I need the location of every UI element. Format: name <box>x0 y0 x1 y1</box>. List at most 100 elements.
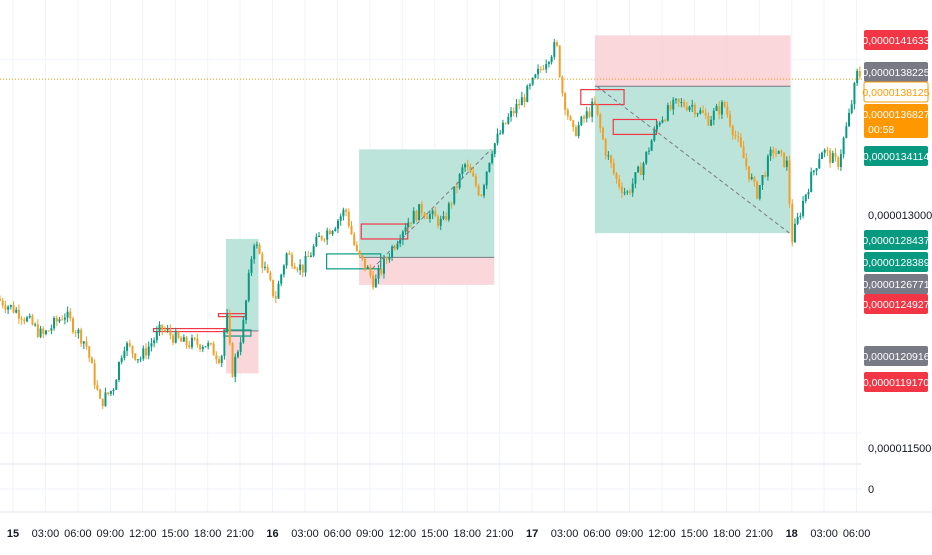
candle-body <box>334 228 337 231</box>
trend-lines[interactable] <box>371 85 790 270</box>
candle-body <box>93 363 96 386</box>
order-box[interactable] <box>326 253 382 270</box>
order-box[interactable] <box>360 223 409 240</box>
candle-body <box>201 346 204 350</box>
candle-body <box>688 106 691 111</box>
x-tick-label: 09:00 <box>97 528 125 540</box>
candle-body <box>455 186 458 188</box>
candle-body <box>845 126 848 138</box>
candle-body <box>777 150 780 154</box>
x-tick-label: 06:00 <box>583 528 611 540</box>
candle-body <box>747 166 750 180</box>
trend-line[interactable] <box>596 85 790 234</box>
candle-body <box>472 172 475 177</box>
x-tick-label: 15 <box>7 528 19 540</box>
candle-body <box>504 122 507 124</box>
candle-body <box>496 133 499 144</box>
candle-body <box>680 102 683 104</box>
price-label: 0,0000126771 <box>862 279 929 291</box>
price-label: 0,0000138125 <box>862 87 929 99</box>
profit-zone[interactable] <box>226 238 259 331</box>
candle-body <box>520 97 523 106</box>
candle-body <box>28 315 31 318</box>
candle-body <box>658 122 661 125</box>
candle-body <box>369 266 372 276</box>
candle-body <box>723 102 726 107</box>
candle-body <box>88 346 91 358</box>
trend-line[interactable] <box>371 149 492 270</box>
candle-body <box>831 153 834 163</box>
candle-body <box>361 255 364 259</box>
candle-body <box>796 216 799 224</box>
candle-body <box>293 266 296 269</box>
price-label: 0,0000128389 <box>862 257 929 269</box>
position-zones[interactable] <box>226 35 791 374</box>
y-tick-label: 0,0000130000 <box>868 210 932 222</box>
x-tick-label: 21:00 <box>486 528 514 540</box>
candle-body <box>223 331 226 357</box>
candle-body <box>756 181 759 199</box>
price-label-bg <box>864 372 928 392</box>
candle-body <box>63 317 66 320</box>
candle-body <box>450 203 453 205</box>
candle-body <box>196 338 199 345</box>
candle-body <box>577 125 580 136</box>
order-box[interactable] <box>580 89 625 106</box>
candle-body <box>90 357 93 364</box>
price-label-bg <box>864 346 928 366</box>
candle-body <box>664 119 667 121</box>
candle-body <box>128 343 131 346</box>
x-tick-label: 12:00 <box>389 528 417 540</box>
candle-body <box>12 305 15 313</box>
candle-body <box>36 324 39 337</box>
candle-body <box>355 244 358 251</box>
candle-body <box>842 137 845 155</box>
candle-body <box>131 345 134 354</box>
candle-body <box>661 119 664 123</box>
candle-body <box>331 230 334 235</box>
price-label: 0,0000138225 <box>862 67 929 79</box>
candle-body <box>650 140 653 151</box>
candle-body <box>572 120 575 128</box>
candle-body <box>750 176 753 180</box>
candle-body <box>26 317 29 322</box>
x-tick-label: 09:00 <box>616 528 644 540</box>
candle-body <box>72 318 75 333</box>
candle-body <box>109 390 112 395</box>
candle-body <box>764 175 767 177</box>
loss-zone[interactable] <box>226 330 259 374</box>
candle-body <box>263 266 266 268</box>
price-label-bg <box>863 81 929 103</box>
candle-body <box>374 278 377 288</box>
candle-body <box>53 317 56 329</box>
candle-body <box>318 235 321 237</box>
candle-body <box>539 68 542 70</box>
candle-body <box>182 337 185 342</box>
candle-body <box>674 98 677 100</box>
candle-body <box>364 258 367 269</box>
candle-body <box>672 99 675 110</box>
candle-body <box>366 266 369 269</box>
candle-body <box>404 227 407 232</box>
candle-body <box>439 218 442 226</box>
price-labels: 0,0000141633 0,0000138225 0,0000138125 0,00… <box>862 30 930 392</box>
loss-zone[interactable] <box>594 35 791 87</box>
x-tick-label: 15:00 <box>421 528 449 540</box>
candle-body <box>428 214 431 219</box>
price-label-bg <box>864 294 928 314</box>
price-label-bg <box>864 230 928 250</box>
profit-zone[interactable] <box>359 149 495 258</box>
x-tick-label: 09:00 <box>356 528 384 540</box>
candle-body <box>17 309 20 319</box>
candle-body <box>418 204 421 221</box>
candle-body <box>656 124 659 130</box>
candle-body <box>1 300 4 306</box>
candle-body <box>769 149 772 157</box>
candle-body <box>277 283 280 299</box>
candle-body <box>550 56 553 63</box>
candle-body <box>453 186 456 204</box>
price-label: 0,0000136827 <box>862 109 929 121</box>
candle-body <box>666 105 669 121</box>
